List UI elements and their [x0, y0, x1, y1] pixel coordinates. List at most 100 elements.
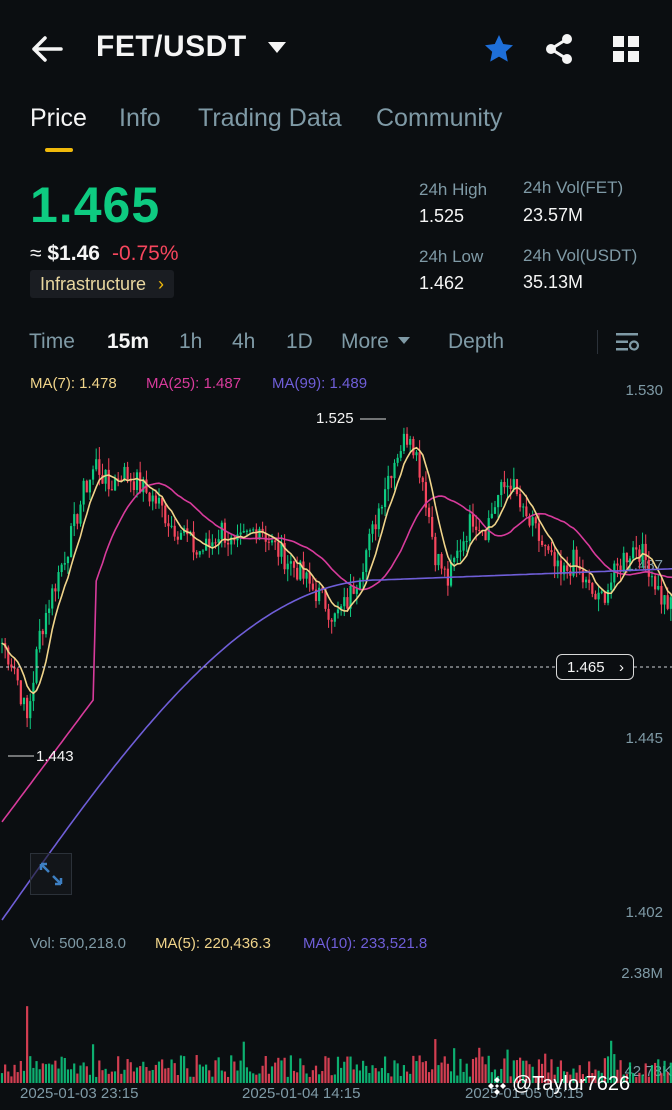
volume-bar — [415, 1061, 418, 1083]
candle-body — [421, 477, 424, 483]
candle-body — [528, 516, 531, 526]
volume-bar — [305, 1073, 308, 1083]
volume-bar — [129, 1062, 132, 1083]
volume-bar — [358, 1070, 362, 1083]
candle-body — [277, 542, 280, 557]
tab-community[interactable]: Community — [376, 104, 503, 132]
pair-dropdown-icon[interactable] — [268, 42, 286, 53]
candle-body — [663, 595, 666, 605]
candle-body — [371, 524, 374, 534]
volume-bar — [223, 1071, 227, 1083]
chart-settings-icon[interactable] — [614, 330, 640, 354]
volume-bar — [383, 1056, 387, 1083]
volume-bar — [258, 1073, 261, 1083]
current-price-tag[interactable]: 1.465 › — [556, 654, 634, 680]
candle-body — [333, 613, 336, 622]
vol-usdt-label: 24h Vol(USDT) — [523, 246, 638, 265]
category-tag[interactable]: Infrastructure › — [30, 270, 175, 298]
volume-bar — [66, 1069, 70, 1083]
volume-bar — [308, 1076, 311, 1083]
volume-bar — [154, 1064, 157, 1083]
volume-bar — [503, 1058, 506, 1083]
grid-menu-icon[interactable] — [610, 33, 642, 65]
volume-bar — [35, 1061, 38, 1083]
interval-more[interactable]: More — [341, 330, 389, 353]
candle-body — [572, 549, 575, 576]
candle-body — [424, 482, 427, 508]
volume-bar — [544, 1053, 547, 1083]
tab-price[interactable]: Price — [30, 104, 87, 132]
candle-body — [509, 485, 512, 490]
volume-bar — [453, 1048, 456, 1083]
volume-bar — [412, 1055, 415, 1083]
candle-body — [280, 542, 283, 557]
ma7-legend: MA(7): 1.478 — [30, 375, 117, 392]
interval-depth[interactable]: Depth — [448, 330, 505, 353]
interval-4h[interactable]: 4h — [232, 330, 256, 353]
share-icon[interactable] — [543, 33, 575, 65]
interval-time[interactable]: Time — [29, 330, 75, 353]
volume-bar — [475, 1057, 478, 1083]
candle-body — [13, 667, 16, 669]
volume-bar — [0, 1073, 4, 1083]
volume-bar — [4, 1064, 7, 1083]
volume-bar — [343, 1061, 346, 1083]
candle-body — [264, 533, 267, 542]
more-dropdown-icon[interactable] — [398, 337, 410, 344]
candle-body — [497, 495, 500, 508]
volume-bar — [547, 1072, 550, 1083]
volume-bar — [333, 1074, 336, 1083]
candle-body — [245, 530, 249, 532]
candle-body — [311, 583, 314, 590]
volume-bar — [644, 1063, 647, 1083]
candle-body — [154, 495, 157, 504]
volume-ma5-legend: MA(5): 220,436.3 — [155, 935, 271, 952]
fullscreen-button[interactable] — [30, 853, 72, 895]
volume-bar — [274, 1062, 277, 1083]
candle-body — [553, 552, 556, 567]
candle-body — [449, 561, 453, 586]
candle-body — [73, 514, 76, 527]
candle-body — [534, 517, 537, 524]
volume-bar — [654, 1062, 657, 1083]
candlestick-chart[interactable]: 1.5301.4871.4451.4022.38M42.78K2025-01-0… — [0, 370, 672, 1110]
candle-body — [666, 595, 669, 609]
volume-bar — [666, 1072, 669, 1083]
pair-title[interactable]: FET/USDT — [96, 30, 247, 63]
volume-bar — [101, 1070, 104, 1083]
interval-1d[interactable]: 1D — [286, 330, 313, 353]
volume-bar — [591, 1073, 594, 1083]
volume-bar — [578, 1065, 581, 1083]
volume-bar — [299, 1058, 302, 1083]
candle-body — [493, 507, 497, 514]
candle-body — [151, 495, 154, 502]
candle-body — [321, 587, 324, 589]
volume-bar — [405, 1071, 409, 1083]
volume-bar — [625, 1074, 628, 1083]
price-change: -0.75% — [112, 242, 179, 265]
volume-bar — [647, 1076, 650, 1083]
candle-body — [44, 612, 48, 635]
back-arrow-icon[interactable] — [30, 34, 64, 64]
interval-15m[interactable]: 15m — [107, 330, 150, 353]
candle-body — [349, 585, 352, 609]
candle-body — [201, 550, 205, 552]
volume-bar — [205, 1064, 208, 1083]
volume-bar — [650, 1064, 654, 1083]
candle-body — [82, 480, 85, 505]
candle-body — [387, 475, 390, 490]
volume-bar — [572, 1068, 575, 1083]
volume-bar — [7, 1071, 10, 1083]
volume-bar — [490, 1072, 493, 1083]
volume-bar — [581, 1074, 584, 1083]
tab-trading-data[interactable]: Trading Data — [198, 104, 342, 132]
volume-bar — [619, 1060, 622, 1083]
interval-1h[interactable]: 1h — [179, 330, 203, 353]
volume-bar — [340, 1067, 343, 1083]
candle-body — [327, 608, 330, 620]
tab-info[interactable]: Info — [119, 104, 161, 132]
favorite-star-icon[interactable] — [483, 33, 515, 65]
volume-bar — [540, 1063, 544, 1083]
price-axis-tick: 1.530 — [625, 382, 663, 399]
candle-body — [556, 560, 559, 567]
